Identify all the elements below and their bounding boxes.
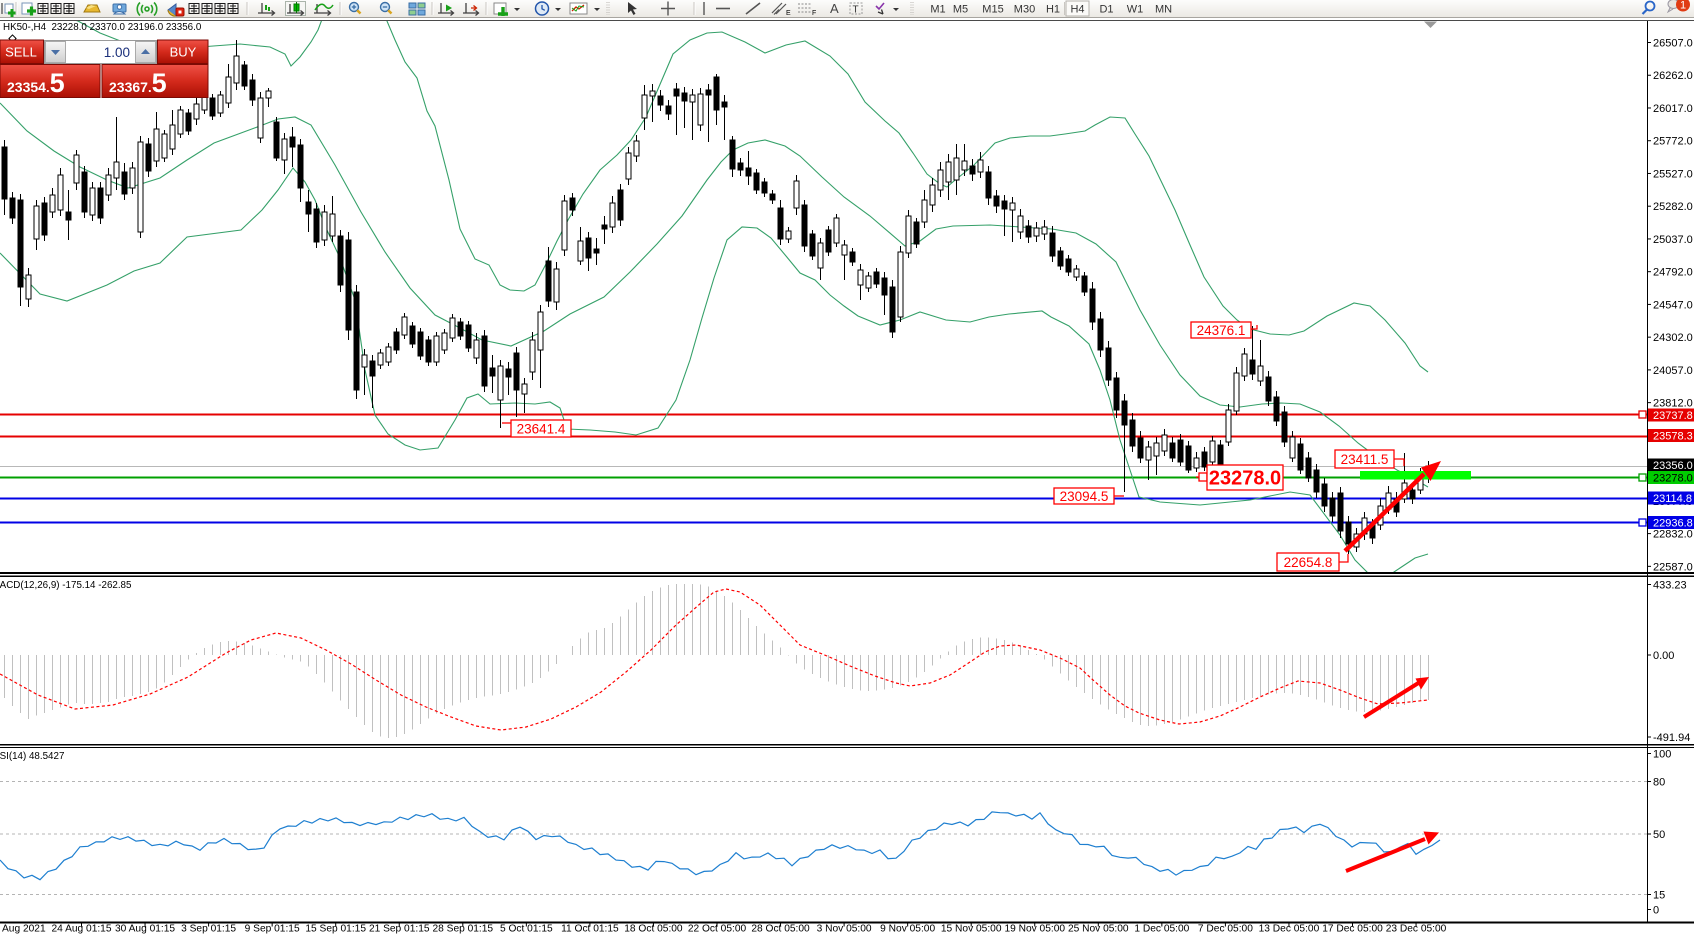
svg-text:3 Sep 01:15: 3 Sep 01:15 [181,924,236,935]
svg-text:A: A [830,1,839,16]
svg-text:H4: H4 [1070,4,1084,16]
svg-text:5 Oct 01:15: 5 Oct 01:15 [500,924,553,935]
svg-text:28 Oct 05:00: 28 Oct 05:00 [751,924,810,935]
svg-text:9 Nov 05:00: 9 Nov 05:00 [880,924,935,935]
svg-text:13 Dec 05:00: 13 Dec 05:00 [1259,924,1320,935]
svg-text:23641.4: 23641.4 [517,421,566,436]
svg-text:MACD(12,26,9) -175.14 -262.85: MACD(12,26,9) -175.14 -262.85 [0,580,132,591]
svg-text:RSI(14) 48.5427: RSI(14) 48.5427 [0,751,64,762]
svg-text:24547.0: 24547.0 [1653,299,1693,311]
svg-text:T: T [853,5,859,16]
svg-text:25037.0: 25037.0 [1653,234,1693,246]
svg-text:0: 0 [1653,905,1659,917]
svg-text:80: 80 [1653,777,1665,789]
svg-text:24376.1: 24376.1 [1197,323,1246,338]
svg-text:25527.0: 25527.0 [1653,168,1693,180]
svg-text:15: 15 [1653,890,1665,902]
svg-text:HK50-,H4 23228.0 23370.0 2319: HK50-,H4 23228.0 23370.0 23196.0 23356.0 [3,22,202,33]
svg-text:25772.0: 25772.0 [1653,136,1693,148]
svg-text:100: 100 [1653,749,1671,761]
svg-text:H1: H1 [1046,4,1060,16]
svg-text:25 Nov 05:00: 25 Nov 05:00 [1068,924,1129,935]
svg-text:23411.5: 23411.5 [1341,452,1389,467]
svg-text:F: F [812,10,816,17]
svg-text:22654.8: 22654.8 [1284,555,1333,570]
svg-text:26017.0: 26017.0 [1653,103,1693,115]
svg-text:E: E [786,10,791,17]
svg-text:3 Nov 05:00: 3 Nov 05:00 [817,924,872,935]
svg-text:23812.0: 23812.0 [1653,398,1693,410]
svg-text:17 Dec 05:00: 17 Dec 05:00 [1322,924,1383,935]
svg-text:22832.0: 22832.0 [1653,529,1693,541]
svg-text:-491.94: -491.94 [1653,732,1690,744]
svg-text:30 Aug 01:15: 30 Aug 01:15 [115,924,175,935]
svg-text:M1: M1 [930,4,945,16]
svg-text:26262.0: 26262.0 [1653,70,1693,82]
svg-text:24057.0: 24057.0 [1653,365,1693,377]
svg-text:23114.8: 23114.8 [1653,493,1692,505]
svg-text:23278.0: 23278.0 [1209,468,1281,490]
svg-text:28 Sep 01:15: 28 Sep 01:15 [432,924,493,935]
svg-text:23356.0: 23356.0 [1653,460,1693,472]
svg-text:24302.0: 24302.0 [1653,332,1693,344]
svg-text:1.00: 1.00 [104,45,130,60]
svg-text:22 Oct 05:00: 22 Oct 05:00 [688,924,747,935]
svg-text:M30: M30 [1014,4,1035,16]
svg-text:23737.8: 23737.8 [1653,410,1693,422]
svg-text:22587.0: 22587.0 [1653,561,1693,573]
svg-text:21 Sep 01:15: 21 Sep 01:15 [369,924,430,935]
svg-text:1 Dec 05:00: 1 Dec 05:00 [1134,924,1189,935]
svg-text:BUY: BUY [170,45,197,60]
svg-text:23578.3: 23578.3 [1653,431,1693,443]
svg-text:15 Nov 05:00: 15 Nov 05:00 [941,924,1002,935]
svg-text:23 Dec 05:00: 23 Dec 05:00 [1386,924,1447,935]
svg-text:18 Oct 05:00: 18 Oct 05:00 [624,924,683,935]
svg-text:22936.8: 22936.8 [1653,518,1693,530]
svg-text:23278.0: 23278.0 [1653,473,1693,485]
svg-text:24 Aug 01:15: 24 Aug 01:15 [51,924,111,935]
svg-text:25282.0: 25282.0 [1653,201,1693,213]
svg-text:M15: M15 [982,4,1003,16]
svg-text:1: 1 [1680,0,1686,12]
svg-text:433.23: 433.23 [1653,580,1687,592]
svg-text:26507.0: 26507.0 [1653,38,1693,50]
svg-text:19 Nov 05:00: 19 Nov 05:00 [1004,924,1065,935]
svg-text:D1: D1 [1099,4,1113,16]
svg-text:23094.5: 23094.5 [1060,489,1109,504]
svg-text:9 Sep 01:15: 9 Sep 01:15 [245,924,300,935]
svg-text:50: 50 [1653,829,1665,841]
svg-text:W1: W1 [1127,4,1144,16]
svg-text:M5: M5 [953,4,968,16]
svg-text:15 Sep 01:15: 15 Sep 01:15 [305,924,366,935]
svg-text:7 Dec 05:00: 7 Dec 05:00 [1198,924,1253,935]
svg-text:11 Oct 01:15: 11 Oct 01:15 [561,924,619,935]
svg-text:0.00: 0.00 [1653,650,1674,662]
svg-text:SELL: SELL [5,45,37,60]
svg-text:MN: MN [1155,4,1172,16]
svg-text:Aug 2021: Aug 2021 [2,924,46,935]
svg-text:24792.0: 24792.0 [1653,267,1693,279]
